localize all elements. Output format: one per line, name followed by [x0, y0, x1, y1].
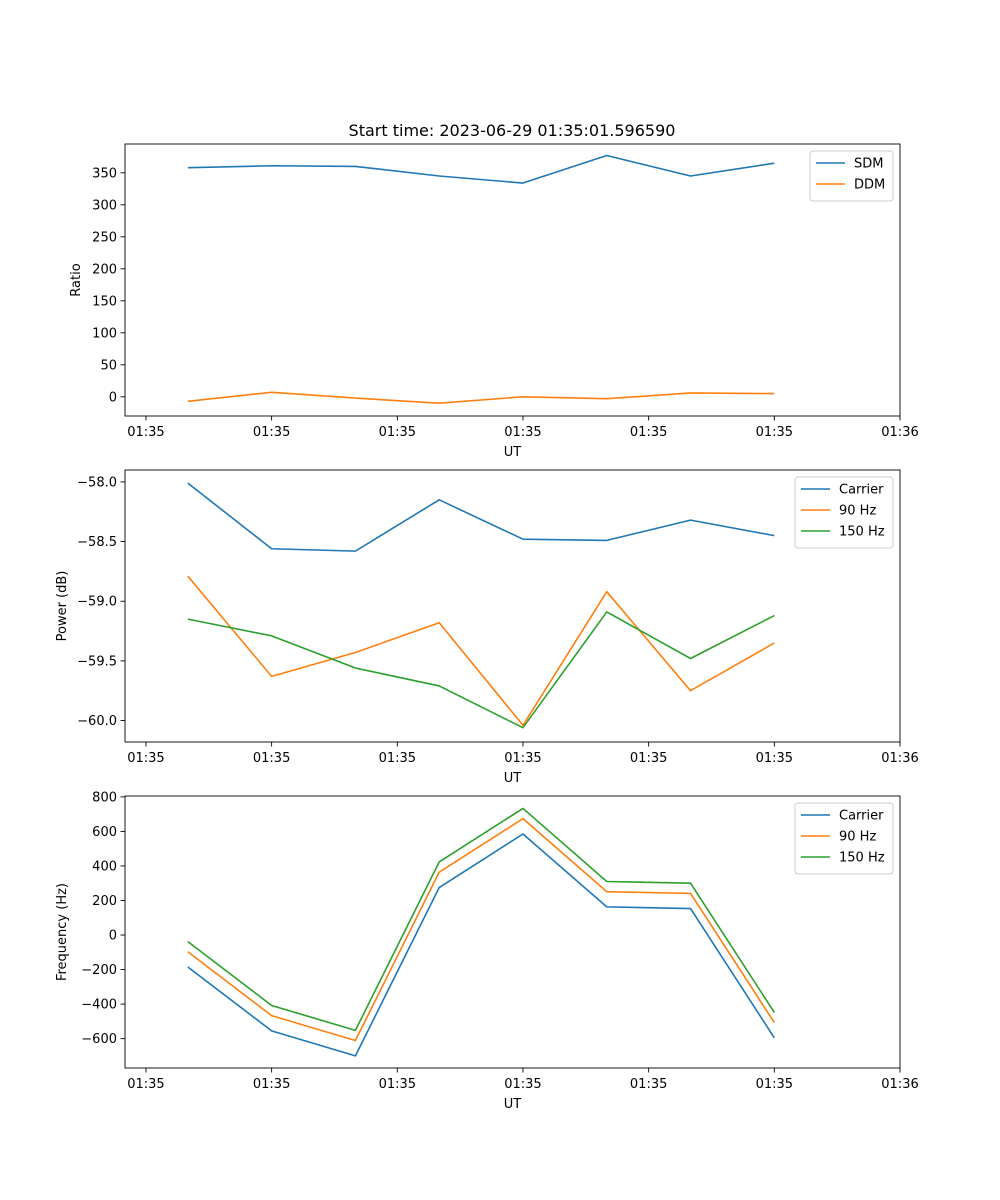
axes-frame	[124, 795, 901, 1069]
series-line-150-hz	[187, 611, 775, 729]
x-tick-label: 01:35	[630, 1077, 667, 1092]
x-tick-label: 01:35	[630, 751, 667, 766]
legend-label: SDM	[854, 157, 883, 172]
plots: 0 50 100 150 200 250 300 350 01:35 01:35 01:35 01:3…	[55, 143, 919, 1112]
series-line-90-hz	[187, 817, 775, 1042]
series-line-sdm	[187, 154, 775, 184]
series-line-ddm	[187, 391, 775, 405]
y-tick-label: 50	[100, 358, 117, 373]
legend-label: 90 Hz	[839, 504, 876, 519]
x-tick-label: 01:35	[127, 425, 164, 440]
y-tick-label: 150	[92, 294, 117, 309]
y-tick-label: 600	[92, 825, 117, 840]
y-tick-label: −58.5	[77, 535, 117, 550]
y-tick-label: 350	[92, 166, 117, 181]
series-line-90-hz	[187, 575, 775, 727]
x-tick-label: 01:35	[504, 751, 541, 766]
x-tick-label: 01:36	[881, 425, 918, 440]
figure-title: Start time: 2023-06-29 01:35:01.596590	[349, 121, 676, 140]
x-tick-label: 01:35	[630, 425, 667, 440]
x-tick-label: 01:35	[756, 425, 793, 440]
y-tick-label: 0	[109, 390, 117, 405]
x-axis-label: UT	[504, 771, 522, 786]
y-tick-label: 200	[92, 894, 117, 909]
subplot-3: −600 −400 −200 0 200 400 600 800 01:35 01:35 01:35…	[55, 790, 919, 1112]
subplot-1: 0 50 100 150 200 250 300 350 01:35 01:35 01:35 01:3…	[69, 143, 919, 460]
y-axis-label: Frequency (Hz)	[55, 883, 70, 981]
x-tick-label: 01:35	[127, 1077, 164, 1092]
x-tick-label: 01:35	[504, 425, 541, 440]
axes-frame	[124, 469, 901, 743]
x-tick-label: 01:35	[756, 1077, 793, 1092]
y-axis-label: Power (dB)	[55, 571, 70, 642]
x-axis-label: UT	[504, 1097, 522, 1112]
x-tick-label: 01:35	[504, 1077, 541, 1092]
legend: SDM DDM	[809, 150, 894, 202]
legend: Carrier 90 Hz 150 Hz	[794, 802, 894, 875]
x-tick-label: 01:35	[379, 751, 416, 766]
y-tick-label: −200	[81, 963, 117, 978]
y-axis-label: Ratio	[69, 263, 84, 296]
legend-label: 150 Hz	[839, 851, 885, 866]
series-line-150-hz	[187, 807, 775, 1032]
legend-label: 90 Hz	[839, 830, 876, 845]
x-tick-label: 01:36	[881, 1077, 918, 1092]
y-tick-label: −60.0	[77, 714, 117, 729]
x-tick-label: 01:35	[253, 425, 290, 440]
legend-label: 150 Hz	[839, 525, 885, 540]
x-tick-label: 01:36	[881, 751, 918, 766]
y-tick-label: 200	[92, 262, 117, 277]
y-tick-label: 800	[92, 790, 117, 805]
x-tick-label: 01:35	[379, 425, 416, 440]
x-tick-label: 01:35	[127, 751, 164, 766]
y-tick-label: −600	[81, 1032, 117, 1047]
y-tick-label: 400	[92, 859, 117, 874]
x-tick-label: 01:35	[756, 751, 793, 766]
x-tick-label: 01:35	[253, 751, 290, 766]
series-line-carrier	[187, 482, 775, 552]
subplot-2: −60.0 −59.5 −59.0 −58.5 −58.0 01:35 01:35 01:35…	[55, 469, 919, 786]
y-tick-label: −59.5	[77, 654, 117, 669]
y-tick-label: −59.0	[77, 595, 117, 610]
axes-frame	[124, 143, 901, 417]
y-tick-label: 250	[92, 230, 117, 245]
y-tick-label: 0	[109, 929, 117, 944]
legend-label: DDM	[854, 178, 885, 193]
x-tick-label: 01:35	[253, 1077, 290, 1092]
y-tick-label: 100	[92, 326, 117, 341]
y-tick-label: −58.0	[77, 475, 117, 490]
y-tick-label: 300	[92, 198, 117, 213]
legend-label: Carrier	[839, 483, 884, 498]
x-tick-label: 01:35	[379, 1077, 416, 1092]
legend: Carrier 90 Hz 150 Hz	[794, 476, 894, 549]
y-tick-label: −400	[81, 998, 117, 1013]
legend-label: Carrier	[839, 809, 884, 824]
x-axis-label: UT	[504, 445, 522, 460]
series-line-carrier	[187, 833, 775, 1057]
